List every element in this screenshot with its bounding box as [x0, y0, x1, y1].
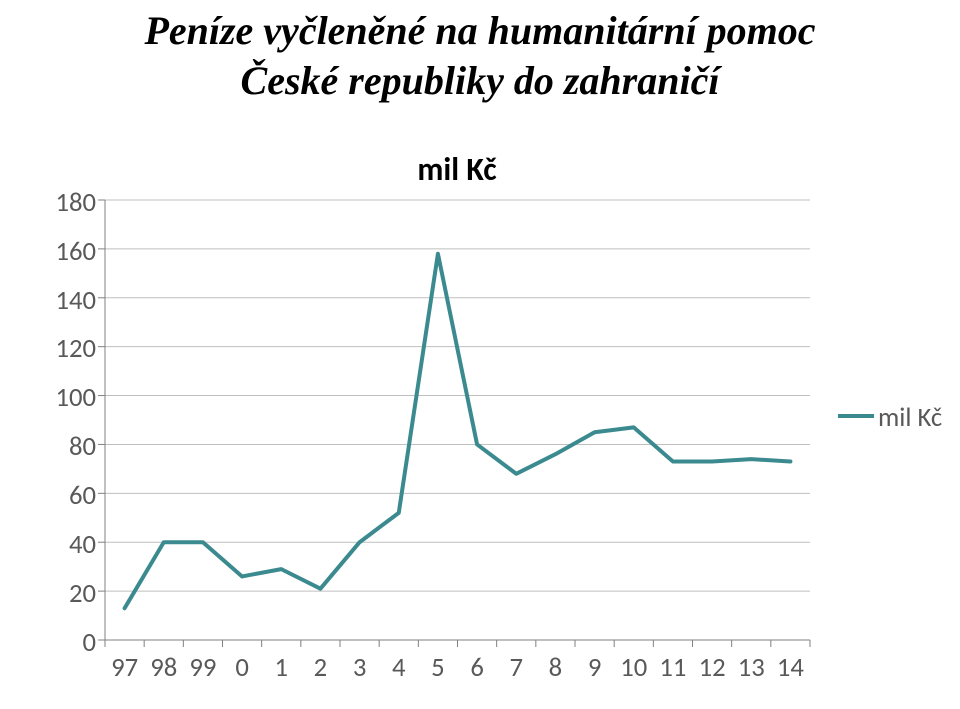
x-tick-label: 0	[222, 652, 262, 684]
legend-label: mil Kč	[878, 402, 942, 434]
x-tick-label: 99	[183, 652, 223, 684]
x-tick-label: 13	[731, 652, 771, 684]
y-tick-label: 180	[55, 187, 96, 219]
line-chart: 0204060801001201401601809798990123456789…	[0, 0, 960, 709]
x-tick-label: 8	[535, 652, 575, 684]
chart-title: mil Kč	[357, 150, 557, 189]
x-tick-label: 4	[379, 652, 419, 684]
y-tick-label: 40	[69, 529, 96, 561]
y-tick-label: 60	[69, 480, 96, 512]
x-tick-label: 1	[261, 652, 301, 684]
x-tick-label: 7	[496, 652, 536, 684]
x-tick-label: 11	[653, 652, 693, 684]
x-tick-label: 14	[770, 652, 810, 684]
data-series-line	[125, 254, 791, 608]
chart-svg	[0, 0, 960, 709]
page-root: { "title": { "line1": "Peníze vyčleněné …	[0, 0, 960, 709]
y-tick-label: 0	[82, 627, 96, 659]
x-tick-label: 6	[457, 652, 497, 684]
y-tick-label: 20	[69, 578, 96, 610]
y-tick-label: 140	[55, 285, 96, 317]
x-tick-label: 98	[144, 652, 184, 684]
y-tick-label: 80	[69, 431, 96, 463]
x-tick-label: 97	[105, 652, 145, 684]
y-tick-label: 120	[55, 333, 96, 365]
x-tick-label: 10	[614, 652, 654, 684]
y-tick-label: 160	[55, 236, 96, 268]
x-tick-label: 9	[575, 652, 615, 684]
x-tick-label: 5	[418, 652, 458, 684]
y-tick-label: 100	[55, 382, 96, 414]
x-tick-label: 12	[692, 652, 732, 684]
x-tick-label: 2	[300, 652, 340, 684]
x-tick-label: 3	[340, 652, 380, 684]
